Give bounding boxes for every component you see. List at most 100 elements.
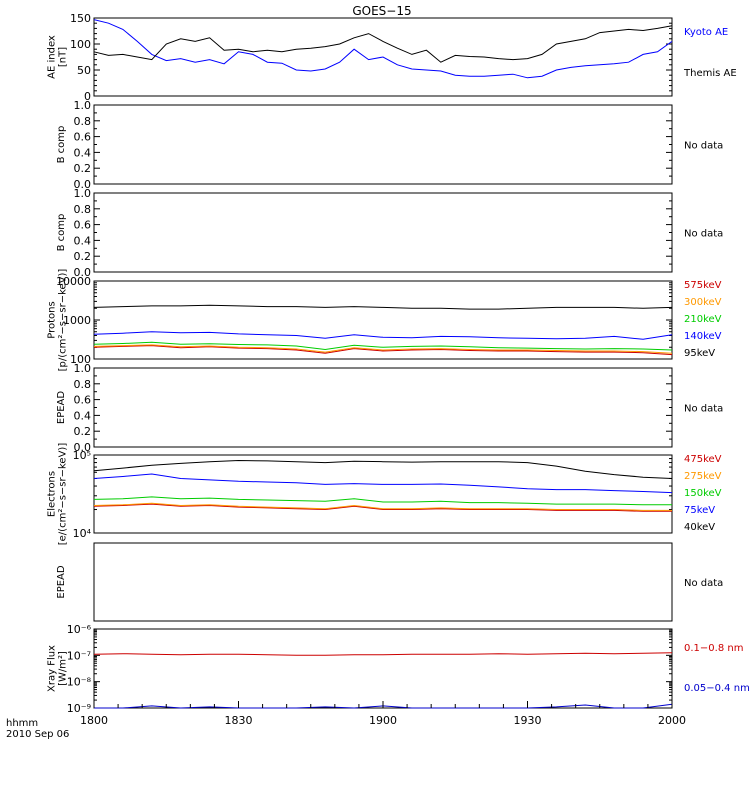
plot-title: GOES−15 xyxy=(352,4,411,18)
panel-frame xyxy=(93,17,673,97)
x-tick-label: 1800 xyxy=(80,714,108,727)
y-tick-label: 0.0 xyxy=(74,266,92,279)
panel-frame xyxy=(93,192,673,273)
y-tick-label: 10⁻⁹ xyxy=(67,702,91,715)
panel-xray: 10⁻⁹ 10⁻⁸ 10⁻⁷ 10⁻⁶ Xray Flux [W/m²] 0.1−0.8 n… xyxy=(47,623,750,715)
y-axis-label: B comp xyxy=(56,126,67,164)
panel-epead1: 0.0 0.2 0.4 0.6 0.8 1.0 EPEAD No data xyxy=(56,362,723,454)
legend-entry: 150keV xyxy=(684,488,722,499)
legend-entry: 210keV xyxy=(684,314,722,325)
no-data-message: No data xyxy=(684,404,723,415)
series-line-40keV xyxy=(93,459,673,479)
x-tick-label: 1900 xyxy=(369,714,397,727)
y-tick-label: 0.6 xyxy=(74,394,92,407)
series-line-Kyoto AE xyxy=(93,19,673,79)
x-axis-corner-label-time: hhmm xyxy=(6,718,38,729)
panel-b2: 0.0 0.2 0.4 0.6 0.8 1.0 B comp No data xyxy=(56,187,723,279)
series-line-Themis AE xyxy=(93,25,673,63)
y-tick-label: 0.8 xyxy=(74,378,92,391)
y-tick-label: 10⁵ xyxy=(73,449,91,462)
series-line-0.1−0.8 nm xyxy=(93,652,673,656)
no-data-message: No data xyxy=(684,141,723,152)
y-tick-label: 0.4 xyxy=(74,234,92,247)
panel-frame xyxy=(93,104,673,185)
series-line-150keV xyxy=(93,496,672,506)
legend-entry: 575keV xyxy=(684,280,722,291)
series-line-475keV xyxy=(93,503,672,512)
legend-entry: Kyoto AE xyxy=(684,27,728,38)
y-tick-label: 1.0 xyxy=(74,99,92,112)
y-tick-label: 10⁴ xyxy=(73,527,92,540)
y-axis-label: [nT] xyxy=(58,47,69,67)
y-tick-label: 0.8 xyxy=(74,115,92,128)
series-line-275keV xyxy=(93,502,672,511)
legend-entry: 140keV xyxy=(684,331,722,342)
y-tick-label: 0.6 xyxy=(74,219,92,232)
series-line-575keV xyxy=(93,345,673,356)
y-axis-label: Electrons xyxy=(47,471,58,517)
legend-entry: 0.05−0.4 nm xyxy=(684,683,750,694)
y-tick-label: 0.6 xyxy=(74,131,92,144)
series-line-210keV xyxy=(93,341,673,351)
y-tick-label: 10⁻⁶ xyxy=(67,623,92,636)
y-tick-label: 0.2 xyxy=(74,425,92,438)
legend-entry: 300keV xyxy=(684,297,722,308)
panel-protons: 100 1000 10000 Protons [p/(cm²−s−sr−keV)] 575… xyxy=(47,269,722,372)
legend-entry: 95keV xyxy=(684,348,715,359)
series-line-95keV xyxy=(93,304,673,310)
panel-electrons: 10⁴ 10⁵ Electrons [e/(cm²−s−sr−keV)] 475keV 2… xyxy=(47,443,722,546)
x-tick-label: 1930 xyxy=(514,714,542,727)
panel-frame xyxy=(93,542,673,622)
y-tick-label: 0.2 xyxy=(74,250,92,263)
x-tick-label: 1830 xyxy=(225,714,253,727)
y-tick-label: 10⁻⁷ xyxy=(67,649,91,662)
y-axis-label: EPEAD xyxy=(56,565,67,599)
y-axis-label: [W/m²] xyxy=(58,651,69,686)
legend-entry: 475keV xyxy=(684,454,722,465)
y-axis-label: [e/(cm²−s−sr−keV)] xyxy=(58,443,69,546)
y-tick-label: 150 xyxy=(70,12,91,25)
panel-frame xyxy=(93,628,673,709)
y-tick-label: 0.0 xyxy=(74,178,92,191)
y-tick-label: 100 xyxy=(70,38,91,51)
y-tick-label: 1000 xyxy=(63,314,91,327)
x-axis: 1800 1830 1900 1930 2000 xyxy=(80,701,686,727)
y-tick-label: 0.8 xyxy=(74,203,92,216)
y-tick-label: 0.4 xyxy=(74,146,92,159)
y-axis-label: [p/(cm²−s−sr−keV)] xyxy=(58,269,69,372)
no-data-message: No data xyxy=(684,229,723,240)
y-axis-label: Xray Flux xyxy=(47,645,58,692)
y-axis-label: B comp xyxy=(56,214,67,252)
y-tick-label: 0.0 xyxy=(74,441,92,454)
legend-entry: Themis AE xyxy=(683,68,737,79)
y-tick-label: 0.4 xyxy=(74,409,92,422)
panel-epead2: EPEAD No data xyxy=(56,542,723,622)
y-tick-label: 1.0 xyxy=(74,362,92,375)
legend-entry: 75keV xyxy=(684,505,715,516)
y-tick-label: 0 xyxy=(84,90,91,103)
series-line-75keV xyxy=(93,473,673,494)
y-tick-label: 10⁻⁸ xyxy=(67,676,92,689)
y-axis-label: Protons xyxy=(47,301,58,338)
legend-entry: 275keV xyxy=(684,471,722,482)
legend-entry: 40keV xyxy=(684,522,715,533)
legend-entry: 0.1−0.8 nm xyxy=(684,643,743,654)
panel-frame xyxy=(93,367,673,448)
x-tick-label: 2000 xyxy=(658,714,686,727)
panels-group: 0 50 100 150 AE index [nT] Kyoto AE Themis AE 0.… xyxy=(47,12,750,715)
panel-b1: 0.0 0.2 0.4 0.6 0.8 1.0 B comp No data xyxy=(56,99,723,191)
y-tick-label: 50 xyxy=(77,64,91,77)
y-tick-label: 10000 xyxy=(56,275,91,288)
y-axis-label: AE index xyxy=(47,35,58,79)
panel-ae: 0 50 100 150 AE index [nT] Kyoto AE Themis AE xyxy=(47,12,737,103)
no-data-message: No data xyxy=(684,578,723,589)
y-axis-label: EPEAD xyxy=(56,391,67,425)
series-line-140keV xyxy=(93,331,673,340)
y-tick-label: 1.0 xyxy=(74,187,92,200)
panel-frame xyxy=(93,454,673,534)
series-line-300keV xyxy=(93,344,673,354)
x-axis-corner-label-date: 2010 Sep 06 xyxy=(6,729,69,740)
y-tick-label: 100 xyxy=(70,353,91,366)
y-tick-label: 0.2 xyxy=(74,162,92,175)
